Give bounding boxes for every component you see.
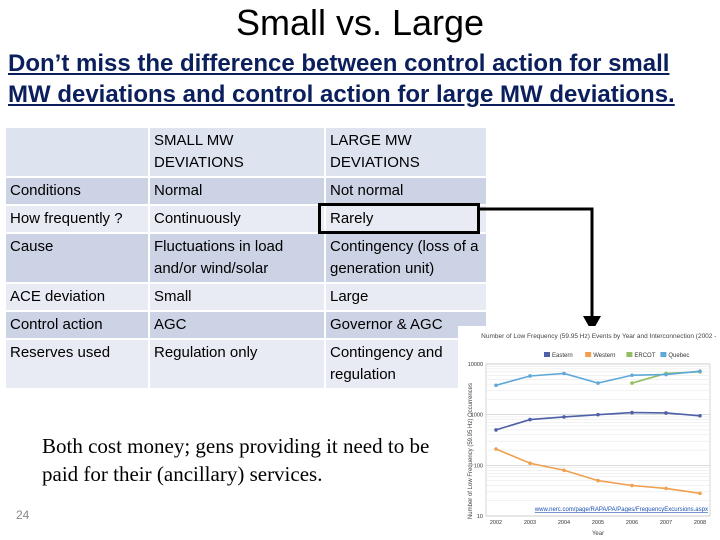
- table-cell-small: Fluctuations in load and/or wind/solar: [150, 234, 324, 282]
- comparison-table: SMALL MW DEVIATIONS LARGE MW DEVIATIONS …: [4, 126, 488, 390]
- table-row: How frequently ? Continuously Rarely: [6, 206, 486, 232]
- frequency-events-chart: Number of Low Frequency (59.95 Hz) Event…: [458, 326, 716, 538]
- table-cell-large: Contingency (loss of a generation unit): [326, 234, 486, 282]
- data-point-western: [562, 468, 566, 473]
- table-header-small: SMALL MW DEVIATIONS: [150, 128, 324, 176]
- x-tick-label: 2007: [660, 520, 672, 526]
- legend-label-eastern: Eastern: [552, 353, 573, 359]
- y-tick-label: 1000: [471, 413, 483, 419]
- legend-label-western: Western: [593, 353, 615, 359]
- x-tick-label: 2003: [524, 520, 536, 526]
- data-point-western: [664, 486, 668, 491]
- table-row: Cause Fluctuations in load and/or wind/s…: [6, 234, 486, 282]
- table-header-large: LARGE MW DEVIATIONS: [326, 128, 486, 176]
- y-tick-label: 10: [477, 514, 483, 520]
- data-point-eastern: [664, 411, 668, 415]
- x-tick-label: 2004: [558, 520, 570, 526]
- data-point-quebec: [528, 374, 532, 378]
- chart-x-axis-label: Year: [592, 531, 604, 537]
- data-point-eastern: [630, 410, 634, 415]
- table-cell-small: Normal: [150, 178, 324, 204]
- data-point-quebec: [596, 381, 600, 385]
- table-cell-label: Control action: [6, 312, 148, 338]
- legend-label-quebec: Quebec: [668, 353, 689, 359]
- legend-swatch-eastern: [544, 352, 550, 357]
- legend-swatch-ercot: [626, 352, 633, 357]
- data-point-ercot: [630, 381, 634, 385]
- legend-label-ercot: ERCOT: [634, 353, 655, 359]
- table-cell-large: Rarely: [326, 206, 486, 232]
- table-header-empty: [6, 128, 148, 176]
- table-cell-label: Cause: [6, 234, 148, 282]
- data-point-western: [698, 491, 702, 496]
- data-point-western: [494, 447, 498, 451]
- legend-swatch-western: [585, 352, 592, 357]
- table-row: ACE deviation Small Large: [6, 284, 486, 310]
- table-header-row: SMALL MW DEVIATIONS LARGE MW DEVIATIONS: [6, 128, 486, 176]
- data-point-quebec: [494, 383, 498, 388]
- table-cell-label: ACE deviation: [6, 284, 148, 310]
- chart-source-link[interactable]: www.nerc.com/page/RAPA/PA/Pages/Frequenc…: [534, 507, 708, 513]
- y-tick-label: 10000: [468, 362, 483, 368]
- chart-y-axis-label: Number of Low Frequency (59.95 Hz) Occur…: [468, 383, 474, 519]
- table-cell-small: Regulation only: [150, 340, 324, 388]
- data-point-quebec: [630, 373, 634, 378]
- table-cell-label: Conditions: [6, 178, 148, 204]
- table-cell-large: Large: [326, 284, 486, 310]
- table-cell-small: Small: [150, 284, 324, 310]
- data-point-eastern: [494, 428, 498, 432]
- data-point-quebec: [698, 369, 702, 374]
- legend-swatch-quebec: [660, 352, 667, 357]
- arrow-head-icon: [583, 316, 601, 332]
- x-tick-label: 2008: [694, 520, 706, 526]
- table-cell-large: Not normal: [326, 178, 486, 204]
- chart-background: [458, 326, 716, 538]
- x-tick-label: 2006: [626, 520, 638, 526]
- data-point-eastern: [528, 417, 532, 422]
- data-point-quebec: [664, 372, 668, 377]
- table-cell-label: How frequently ?: [6, 206, 148, 232]
- table-row: Conditions Normal Not normal: [6, 178, 486, 204]
- data-point-eastern: [596, 412, 600, 417]
- data-point-eastern: [698, 413, 702, 418]
- data-point-western: [528, 461, 532, 466]
- highlight-box: [318, 203, 480, 234]
- table-cell-small: Continuously: [150, 206, 324, 232]
- table-cell-small: AGC: [150, 312, 324, 338]
- y-tick-label: 100: [474, 463, 483, 469]
- x-tick-label: 2005: [592, 520, 604, 526]
- x-tick-label: 2002: [490, 520, 502, 526]
- chart-title: Number of Low Frequency (59.95 Hz) Event…: [481, 333, 716, 340]
- data-point-western: [596, 478, 600, 483]
- data-point-eastern: [562, 415, 566, 419]
- table-cell-label: Reserves used: [6, 340, 148, 388]
- arrow-line: [480, 207, 594, 318]
- data-point-quebec: [562, 371, 566, 376]
- slide-number: 24: [16, 508, 30, 522]
- cost-note: Both cost money; gens providing it need …: [42, 434, 430, 486]
- data-point-western: [630, 483, 634, 488]
- slide-subtitle: Don’t miss the difference between contro…: [8, 50, 675, 108]
- slide-title: Small vs. Large: [235, 2, 485, 43]
